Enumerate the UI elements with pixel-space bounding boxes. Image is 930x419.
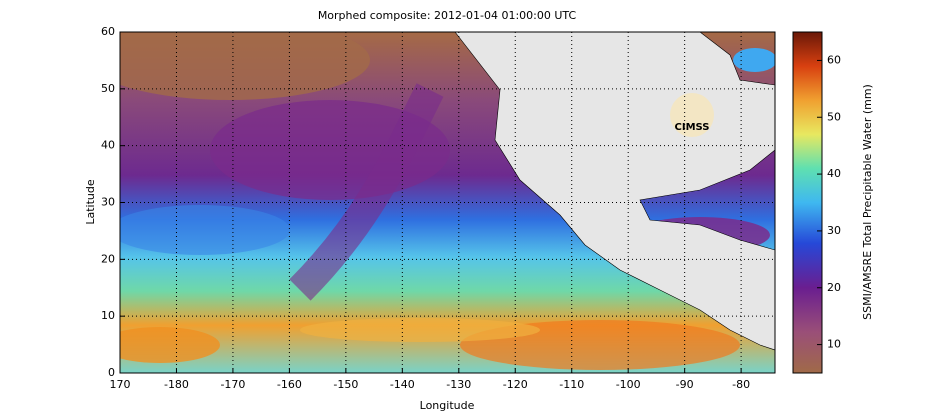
colorbar-tick-label: 40 xyxy=(827,167,841,180)
colorbar-label: SSMI/AMSRE Total Precipitable Water (mm) xyxy=(861,84,874,320)
map-field xyxy=(120,32,775,373)
x-tick-label: -140 xyxy=(390,378,415,391)
y-tick-label: 10 xyxy=(101,309,115,322)
x-tick-label: -100 xyxy=(616,378,641,391)
colorbar xyxy=(792,31,823,374)
y-tick-label: 40 xyxy=(101,139,115,152)
x-tick-label: 170 xyxy=(110,378,131,391)
x-tick-label: -160 xyxy=(277,378,302,391)
y-tick-label: 20 xyxy=(101,252,115,265)
logo-text: CIMSS xyxy=(675,122,710,133)
y-axis-label: Latitude xyxy=(84,179,97,225)
colorbar-tick-label: 30 xyxy=(827,224,841,237)
x-tick-label: -80 xyxy=(732,378,750,391)
colorbar-tick-label: 50 xyxy=(827,110,841,123)
x-tick-label: -90 xyxy=(676,378,694,391)
x-tick-label: -120 xyxy=(503,378,528,391)
x-axis-label: Longitude xyxy=(420,399,475,412)
y-tick-label: 30 xyxy=(101,196,115,209)
colorbar-tick-label: 60 xyxy=(827,53,841,66)
colorbar-tick-label: 20 xyxy=(827,281,841,294)
y-tick-label: 50 xyxy=(101,82,115,95)
y-tick-label: 0 xyxy=(108,366,115,379)
map-title: Morphed composite: 2012-01-04 01:00:00 U… xyxy=(318,9,577,22)
x-tick-label: -110 xyxy=(559,378,584,391)
x-tick-label: -170 xyxy=(220,378,245,391)
logo: CIMSS xyxy=(670,93,714,137)
colorbar-tick-label: 10 xyxy=(827,338,841,351)
x-tick-label: -150 xyxy=(333,378,358,391)
y-tick-label: 60 xyxy=(101,25,115,38)
x-tick-label: -180 xyxy=(164,378,189,391)
x-tick-label: -130 xyxy=(446,378,471,391)
